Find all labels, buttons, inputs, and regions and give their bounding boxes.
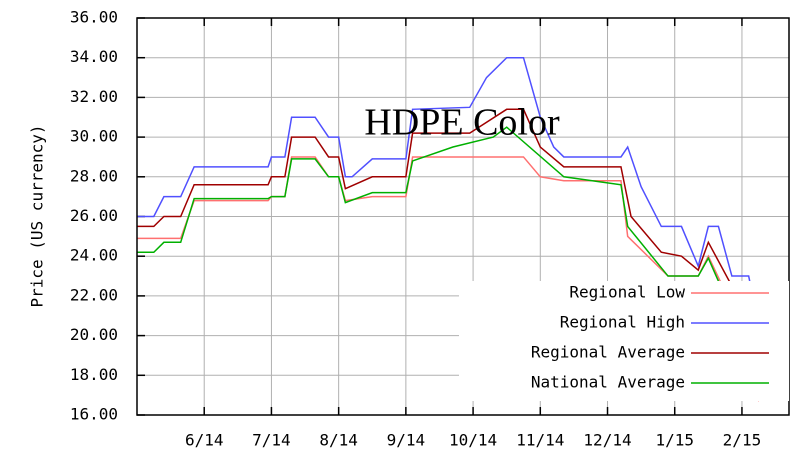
data-line xyxy=(137,108,790,382)
x-tick-label: 6/14 xyxy=(185,431,224,450)
y-tick-label: 18.00 xyxy=(70,365,118,384)
legend-label: National Average xyxy=(531,373,685,392)
data-line xyxy=(137,126,790,387)
legend-box xyxy=(459,281,789,401)
x-tick-label: 7/14 xyxy=(252,431,291,450)
y-tick-label: 30.00 xyxy=(70,127,118,146)
y-tick-label: 20.00 xyxy=(70,325,118,344)
x-tick-label: 9/14 xyxy=(387,431,426,450)
y-tick-label: 22.00 xyxy=(70,285,118,304)
y-tick-label: 32.00 xyxy=(70,87,118,106)
data-line xyxy=(137,56,790,349)
legend-label: Regional Average xyxy=(531,343,685,362)
y-tick-label: 36.00 xyxy=(70,8,118,27)
y-tick-label: 28.00 xyxy=(70,166,118,185)
plot-border xyxy=(136,17,790,416)
x-tick-label: 8/14 xyxy=(319,431,358,450)
x-tick-label: 12/14 xyxy=(583,431,631,450)
chart-title: HDPE Color xyxy=(364,102,560,144)
x-tick-label: 11/14 xyxy=(516,431,564,450)
y-tick-label: 24.00 xyxy=(70,246,118,265)
legend: Regional Low Regional High Regional Averag… xyxy=(459,281,789,401)
x-tick-label: 1/15 xyxy=(655,431,694,450)
x-tick-label: 2/15 xyxy=(723,431,762,450)
legend-label: Regional High xyxy=(560,313,685,332)
y-tick-label: 34.00 xyxy=(70,47,118,66)
y-tick-label: 26.00 xyxy=(70,206,118,225)
x-tick-label: 10/14 xyxy=(449,431,497,450)
y-tick-label: 16.00 xyxy=(70,405,118,424)
y-axis-label: Price (US currency) xyxy=(28,124,47,307)
legend-label: Regional Low xyxy=(569,283,685,302)
